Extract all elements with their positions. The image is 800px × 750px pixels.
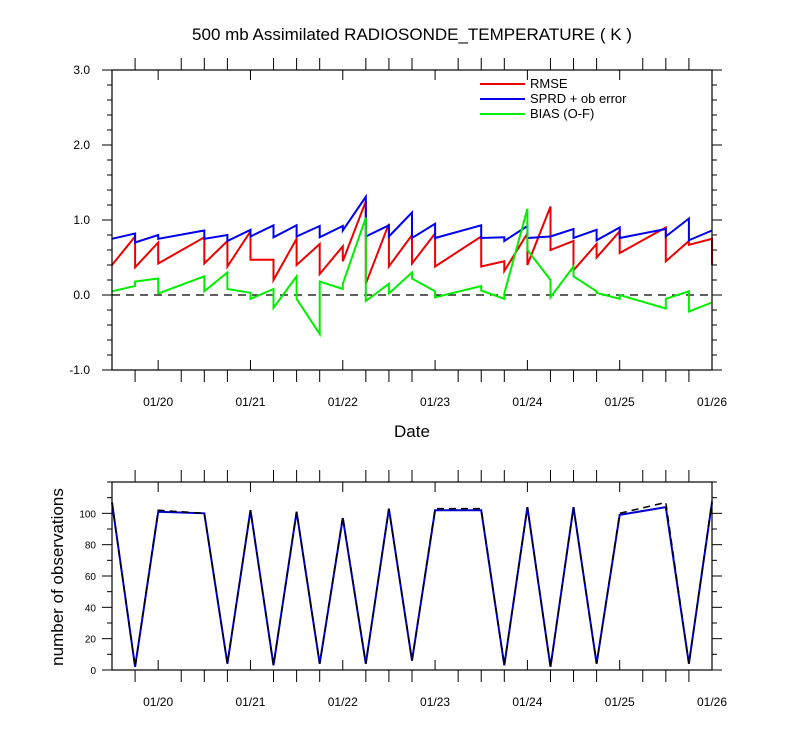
series-line-sprd-ob-error [111,193,713,244]
y-tick-label: 2.0 [73,138,90,152]
x-tick-label: 01/22 [328,695,358,709]
y-tick-label: 1.0 [73,213,90,227]
top-ticks-layer: 01/20 01/21 01/22 01/23 01/24 01/25 01/26 3.0 2.… [69,58,727,409]
y-tick-label: 3.0 [73,63,90,77]
x-tick-label: 01/20 [143,695,173,709]
series-line-dashed-1 [111,500,713,668]
x-tick-label: 01/25 [605,395,635,409]
bottom-plot-frame [111,481,713,671]
x-tick-label: 01/22 [328,395,358,409]
legend-label: RMSE [530,76,568,91]
y-tick-label: 60 [85,572,97,583]
y-axis-label-observations: number of observations [48,488,67,666]
x-tick-label: 01/21 [235,395,265,409]
x-tick-label: 01/26 [697,395,727,409]
y-tick-label: 0.0 [73,288,90,302]
y-tick-label: -1.0 [69,363,90,377]
series-line-bias-o-f [111,208,713,338]
y-tick-label: 0 [90,666,96,677]
x-axis-label: Date [394,422,430,441]
legend-label: SPRD + ob error [530,91,627,106]
y-tick-label: 80 [85,541,97,552]
x-tick-label: 01/21 [235,695,265,709]
bottom-chart: 01/20 01/21 01/22 01/23 01/24 01/25 01/26 100 80… [48,470,727,709]
x-tick-label: 01/23 [420,395,450,409]
x-tick-label: 01/26 [697,695,727,709]
bottom-ticks-layer: 01/20 01/21 01/22 01/23 01/24 01/25 01/26 100 80… [79,470,727,709]
chart-title: 500 mb Assimilated RADIOSONDE_TEMPERATUR… [192,25,632,44]
x-tick-label: 01/24 [512,695,542,709]
bottom-series-layer [111,500,713,668]
y-tick-label: 40 [85,603,97,614]
legend-label: BIAS (O-F) [530,106,594,121]
series-line-solid-0 [111,502,713,668]
x-tick-label: 01/20 [143,395,173,409]
x-tick-label: 01/24 [512,395,542,409]
y-tick-label: 100 [79,509,96,520]
x-tick-label: 01/23 [420,695,450,709]
top-series-layer [111,193,713,338]
y-tick-label: 20 [85,635,97,646]
top-chart: 01/20 01/21 01/22 01/23 01/24 01/25 01/26 3.0 2.… [69,58,727,441]
x-tick-label: 01/25 [605,695,635,709]
